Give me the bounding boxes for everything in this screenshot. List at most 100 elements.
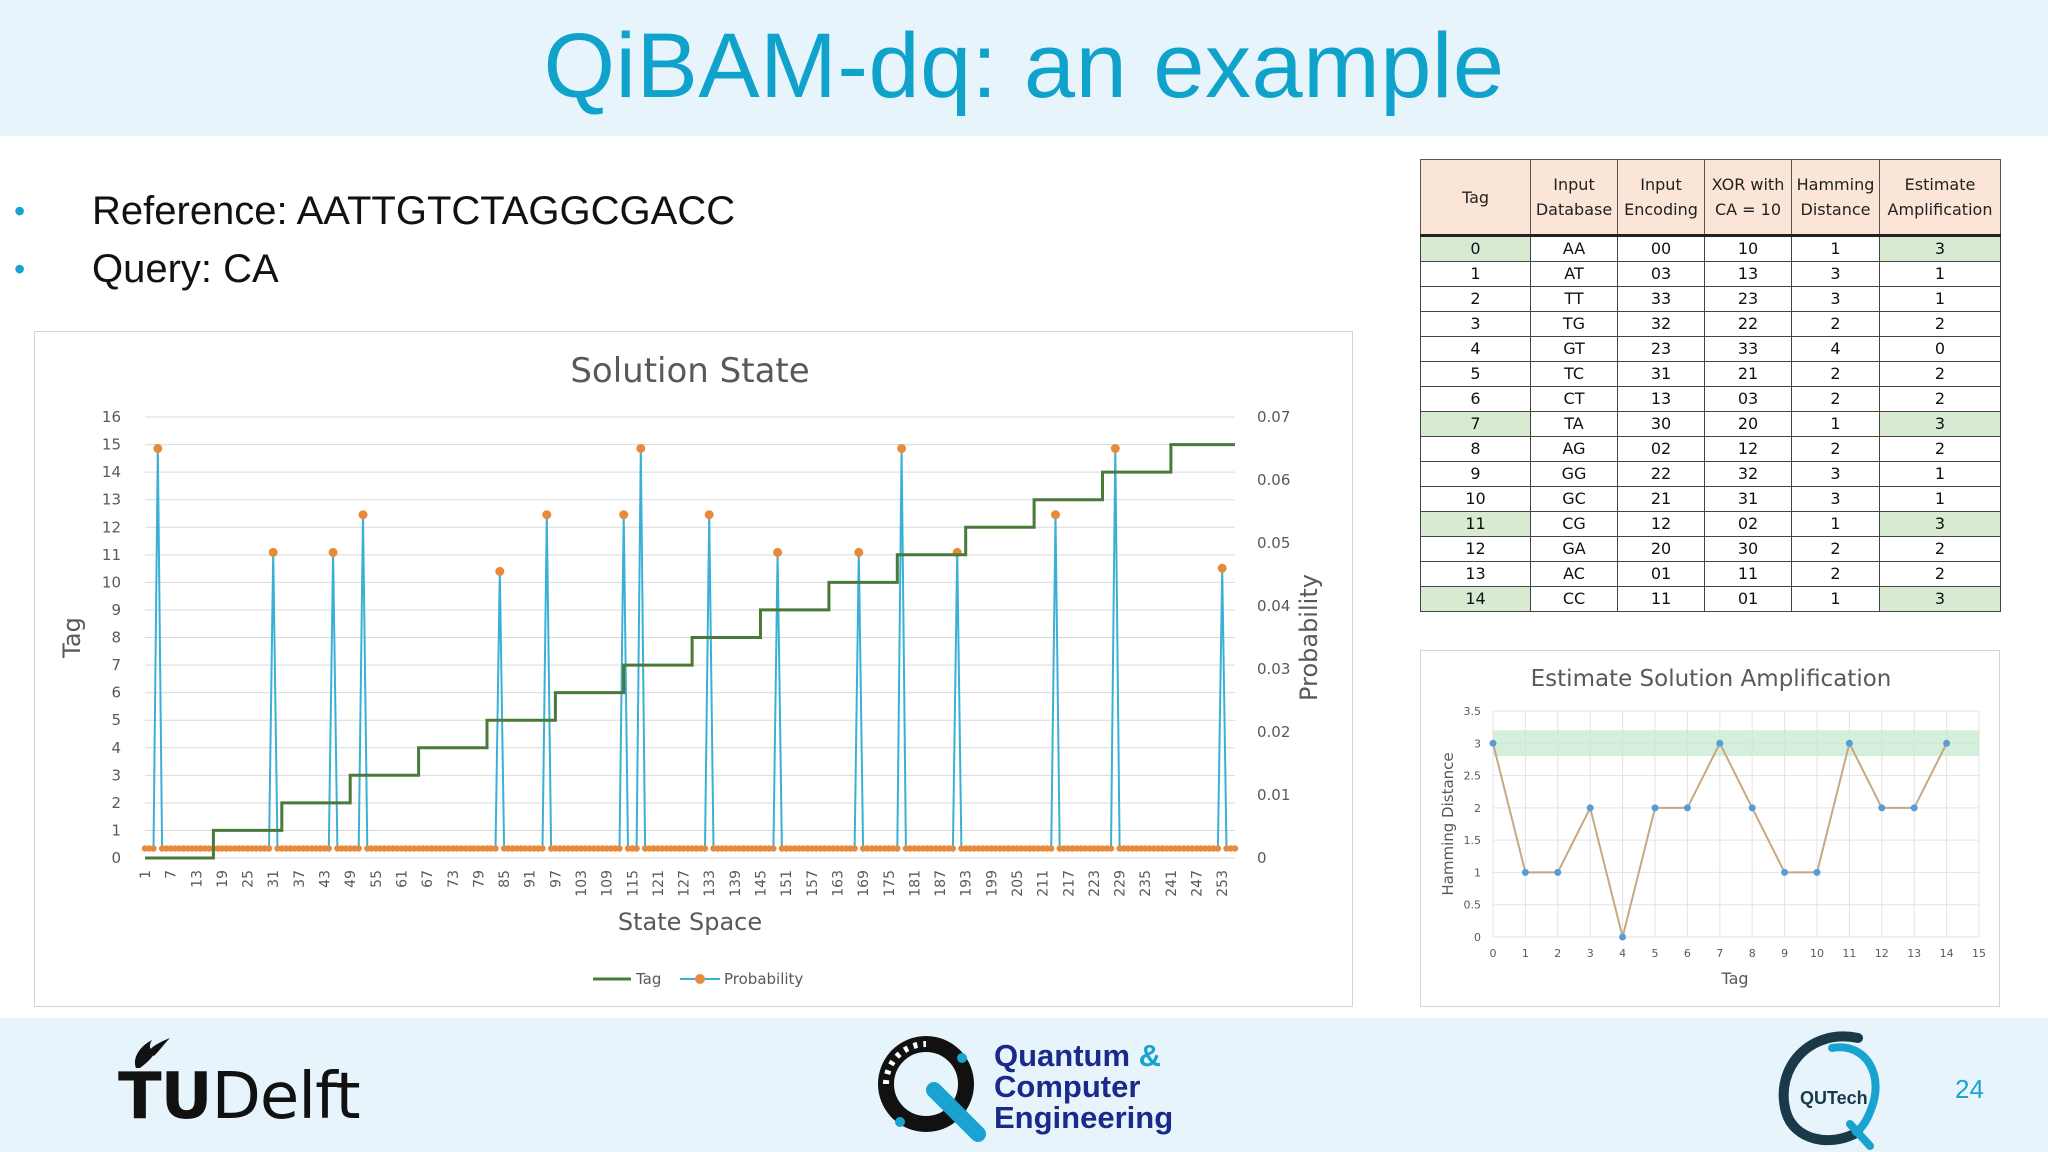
table-row: 7 TA 30 20 1 3 <box>1420 411 2001 437</box>
y-tick-label: 1 <box>111 821 121 839</box>
x-tick-label: 14 <box>1940 947 1954 960</box>
qutech-logo: QUTech <box>1778 1031 1880 1150</box>
table-cell: GG <box>1530 461 1618 487</box>
table-cell: TG <box>1530 311 1618 337</box>
y2-tick-label: 0.01 <box>1257 786 1290 804</box>
data-point <box>1521 868 1529 876</box>
table-cell: 2 <box>1879 561 2001 587</box>
table-cell: 12 <box>1420 536 1531 562</box>
x-tick-label: 49 <box>343 870 359 888</box>
table-cell: GC <box>1530 486 1618 512</box>
x-tick-label: 1 <box>138 870 154 879</box>
encoding-table: Tag Input Database Input Encoding XOR wi… <box>1420 159 2001 612</box>
probability-point <box>701 845 709 852</box>
qce-logo-icon <box>878 1036 986 1142</box>
table-cell: AG <box>1530 436 1618 462</box>
table-cell: 32 <box>1617 311 1705 337</box>
table-cell: 31 <box>1617 361 1705 387</box>
y-tick-label: 13 <box>102 491 121 509</box>
y-tick-label: 7 <box>111 656 121 674</box>
table-cell: 1 <box>1879 486 2001 512</box>
table-cell: 2 <box>1879 311 2001 337</box>
table-cell: 11 <box>1617 586 1705 612</box>
table-cell: 4 <box>1791 336 1880 362</box>
x-tick-label: 163 <box>830 870 846 897</box>
amplification-chart-frame: Estimate Solution Amplification 0 1 2 3 4 5 6 7 8… <box>1420 650 2000 1007</box>
table-cell: 33 <box>1704 336 1792 362</box>
table-cell: 14 <box>1420 586 1531 612</box>
table-cell: AA <box>1530 234 1618 262</box>
table-cell: 2 <box>1420 286 1531 312</box>
table-cell: 23 <box>1704 286 1792 312</box>
table-cell: 20 <box>1704 411 1792 437</box>
table-cell: 2 <box>1791 536 1880 562</box>
table-cell: 3 <box>1879 411 2001 437</box>
x-tick-label: 9 <box>1781 947 1788 960</box>
y-tick-label: 1 <box>1474 866 1481 879</box>
x-tick-label: 12 <box>1875 947 1889 960</box>
table-cell: 3 <box>1791 286 1880 312</box>
table-cell: 12 <box>1704 436 1792 462</box>
y-tick-label: 12 <box>102 518 121 536</box>
table-cell: 1 <box>1791 586 1880 612</box>
series-probability <box>145 448 1235 850</box>
x-tick-label: 127 <box>677 870 693 897</box>
table-cell: 22 <box>1617 461 1705 487</box>
data-point <box>1683 804 1691 812</box>
x-tick-label: 19 <box>215 870 231 888</box>
table-cell: 3 <box>1791 261 1880 287</box>
x-tick-label: 199 <box>984 870 1000 897</box>
table-cell: 3 <box>1879 511 2001 537</box>
bullet-query: Query: CA <box>92 247 279 291</box>
x-tick-label: 43 <box>318 870 334 888</box>
x-tick-label: 145 <box>754 870 770 897</box>
table-cell: TC <box>1530 361 1618 387</box>
table-cell: 03 <box>1704 386 1792 412</box>
probability-peak-point <box>542 510 552 520</box>
x-tick-label: 103 <box>574 870 590 897</box>
column-header-estimate-amplification: Estimate Amplification <box>1879 159 2001 236</box>
slide-title: QiBAM-dq: an example <box>543 15 1505 117</box>
data-point <box>1910 804 1918 812</box>
table-cell: 01 <box>1617 561 1705 587</box>
table-cell: CG <box>1530 511 1618 537</box>
x-tick-label: 11 <box>1842 947 1856 960</box>
y-tick-label: 9 <box>111 601 121 619</box>
probability-point <box>949 845 957 852</box>
y-tick-label: 0.5 <box>1464 899 1482 912</box>
x-tick-label: 91 <box>523 870 539 888</box>
table-cell: 13 <box>1420 561 1531 587</box>
table-row: 11 CG 12 02 1 3 <box>1420 511 2001 537</box>
data-point <box>1878 804 1886 812</box>
column-header-input-encoding: Input Encoding <box>1617 159 1705 236</box>
x-tick-label: 133 <box>702 870 718 897</box>
x-axis-label: State Space <box>618 908 762 936</box>
x-tick-label: 13 <box>1907 947 1921 960</box>
table-cell: 2 <box>1879 436 2001 462</box>
table-cell: 12 <box>1617 511 1705 537</box>
x-tick-label: 97 <box>548 870 564 888</box>
x-tick-label: 115 <box>625 870 641 897</box>
y-tick-label: 0 <box>111 849 121 867</box>
x-tick-label: 67 <box>420 870 436 888</box>
page-number: 24 <box>1955 1074 1984 1104</box>
y-tick-label: 6 <box>111 684 121 702</box>
data-point <box>1943 739 1951 747</box>
table-cell: 2 <box>1879 361 2001 387</box>
x-tick-label: 181 <box>907 870 923 897</box>
column-header-tag: Tag <box>1420 159 1531 236</box>
x-tick-label: 79 <box>471 870 487 888</box>
probability-point <box>633 845 640 852</box>
column-header-hamming-distance: Hamming Distance <box>1791 159 1880 236</box>
table-cell: AT <box>1530 261 1618 287</box>
probability-peak-point <box>153 444 163 453</box>
x-tick-label: 8 <box>1749 947 1756 960</box>
data-point <box>1716 739 1724 747</box>
x-tick-label: 247 <box>1190 870 1206 897</box>
x-tick-label: 10 <box>1810 947 1824 960</box>
table-row: 14 CC 11 01 1 3 <box>1420 586 2001 612</box>
y-tick-label: 0 <box>1474 931 1481 944</box>
y2-tick-label: 0.04 <box>1257 597 1290 615</box>
x-tick-label: 5 <box>1652 947 1659 960</box>
table-cell: 02 <box>1617 436 1705 462</box>
